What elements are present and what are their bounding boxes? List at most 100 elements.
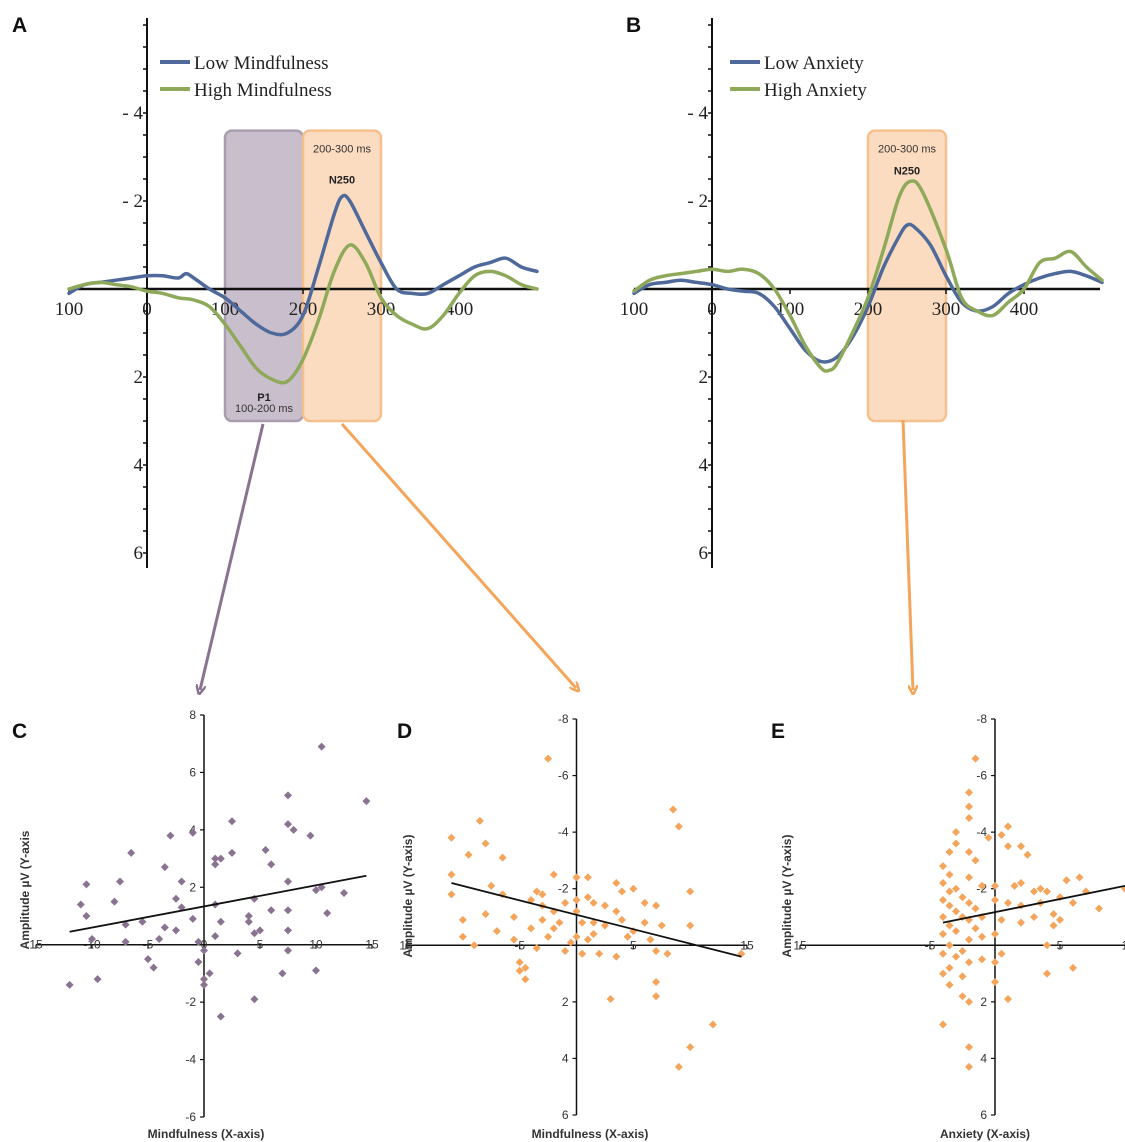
panel-c-xlabel: Mindfulness (X-axis) [148, 1127, 265, 1141]
data-point [216, 1012, 225, 1021]
data-point [82, 880, 91, 889]
y-tick-label: -6 [558, 769, 569, 783]
data-point [945, 941, 954, 950]
y-tick-label: 4 [980, 1051, 987, 1065]
data-point [464, 850, 473, 859]
y-tick-label: 4 [134, 455, 144, 476]
data-point [945, 887, 954, 896]
panel-b-lines [632, 179, 1104, 373]
data-point [991, 958, 999, 967]
data-point [991, 881, 999, 890]
y-tick-label: 6 [980, 1108, 987, 1122]
component-label: N250 [894, 166, 920, 178]
panel-c-points [65, 742, 371, 1021]
data-point [211, 932, 220, 941]
data-point [945, 901, 954, 910]
data-point [284, 877, 292, 886]
data-point [686, 921, 695, 930]
data-point [200, 946, 208, 955]
data-point [965, 958, 973, 967]
legend-label-low-mindfulness: Low Mindfulness [194, 53, 329, 74]
data-point [267, 906, 276, 915]
data-point [65, 980, 74, 989]
data-point [589, 898, 598, 907]
data-point [583, 935, 592, 944]
data-point [652, 978, 661, 987]
data-point [939, 879, 947, 888]
arrow-n250-to-e [901, 419, 913, 690]
data-point [652, 901, 661, 910]
data-point [216, 854, 225, 863]
data-point [572, 896, 581, 905]
data-point [945, 870, 954, 879]
series-line-low [67, 193, 539, 337]
data-point [600, 921, 609, 930]
y-tick-label: -8 [558, 712, 569, 726]
x-tick-label: 15 [365, 938, 379, 952]
data-point [284, 791, 292, 800]
data-point [1062, 876, 1071, 885]
data-point [945, 963, 954, 972]
data-point [612, 952, 621, 961]
y-tick-label: 4 [699, 455, 709, 476]
y-tick-label: -6 [185, 1110, 196, 1124]
panel-c-letter: C [12, 720, 27, 743]
data-point [1030, 887, 1038, 896]
data-point [686, 887, 695, 896]
x-tick-label: 5 [1057, 938, 1064, 952]
data-point [952, 884, 960, 893]
data-point [958, 992, 967, 1001]
data-point [509, 935, 518, 944]
y-tick-label: - 4 [687, 103, 708, 124]
window-range-label: 100-200 ms [235, 403, 294, 415]
panel-e-ylabel: Amplitude µV (Y-axis) [780, 835, 794, 958]
data-point [1023, 850, 1032, 859]
analysis-window-orange [301, 129, 383, 423]
data-point [1010, 881, 1019, 890]
data-point [228, 848, 236, 857]
panel-a-legend: Low Mindfulness High Mindfulness [160, 53, 332, 101]
data-point [1030, 913, 1038, 921]
data-point [578, 949, 587, 958]
data-point [978, 881, 986, 890]
data-point [532, 887, 541, 896]
data-point [317, 742, 326, 751]
data-point [663, 949, 672, 958]
data-point [958, 946, 967, 955]
data-point [200, 980, 208, 989]
data-point [952, 828, 960, 837]
data-point [945, 980, 954, 989]
y-tick-label: - 2 [687, 191, 708, 212]
data-point [211, 860, 220, 869]
data-point [939, 929, 947, 938]
data-point [561, 946, 570, 955]
x-tick-label: 0 [142, 299, 152, 320]
data-point [978, 955, 986, 964]
panel-d-points [447, 754, 746, 1071]
data-point [612, 879, 621, 888]
x-tick-label: 300 [367, 299, 396, 320]
data-point [481, 910, 490, 919]
y-tick-label: 6 [699, 543, 709, 564]
data-point [498, 853, 507, 862]
y-tick-label: -8 [976, 712, 987, 726]
y-tick-label: 6 [562, 1108, 569, 1122]
data-point [978, 932, 986, 941]
data-point [939, 913, 947, 921]
data-point [617, 887, 626, 896]
y-tick-label: -2 [185, 995, 196, 1009]
data-point [267, 860, 276, 869]
data-point [997, 915, 1006, 924]
x-tick-label: 15 [793, 938, 807, 952]
component-label: N250 [329, 174, 355, 186]
y-tick-label: 4 [562, 1051, 569, 1065]
y-tick-label: 6 [189, 765, 196, 779]
data-point [646, 935, 655, 944]
data-point [997, 949, 1006, 958]
x-tick-label: 0 [201, 938, 208, 952]
legend-label-low-anxiety: Low Anxiety [764, 53, 864, 74]
